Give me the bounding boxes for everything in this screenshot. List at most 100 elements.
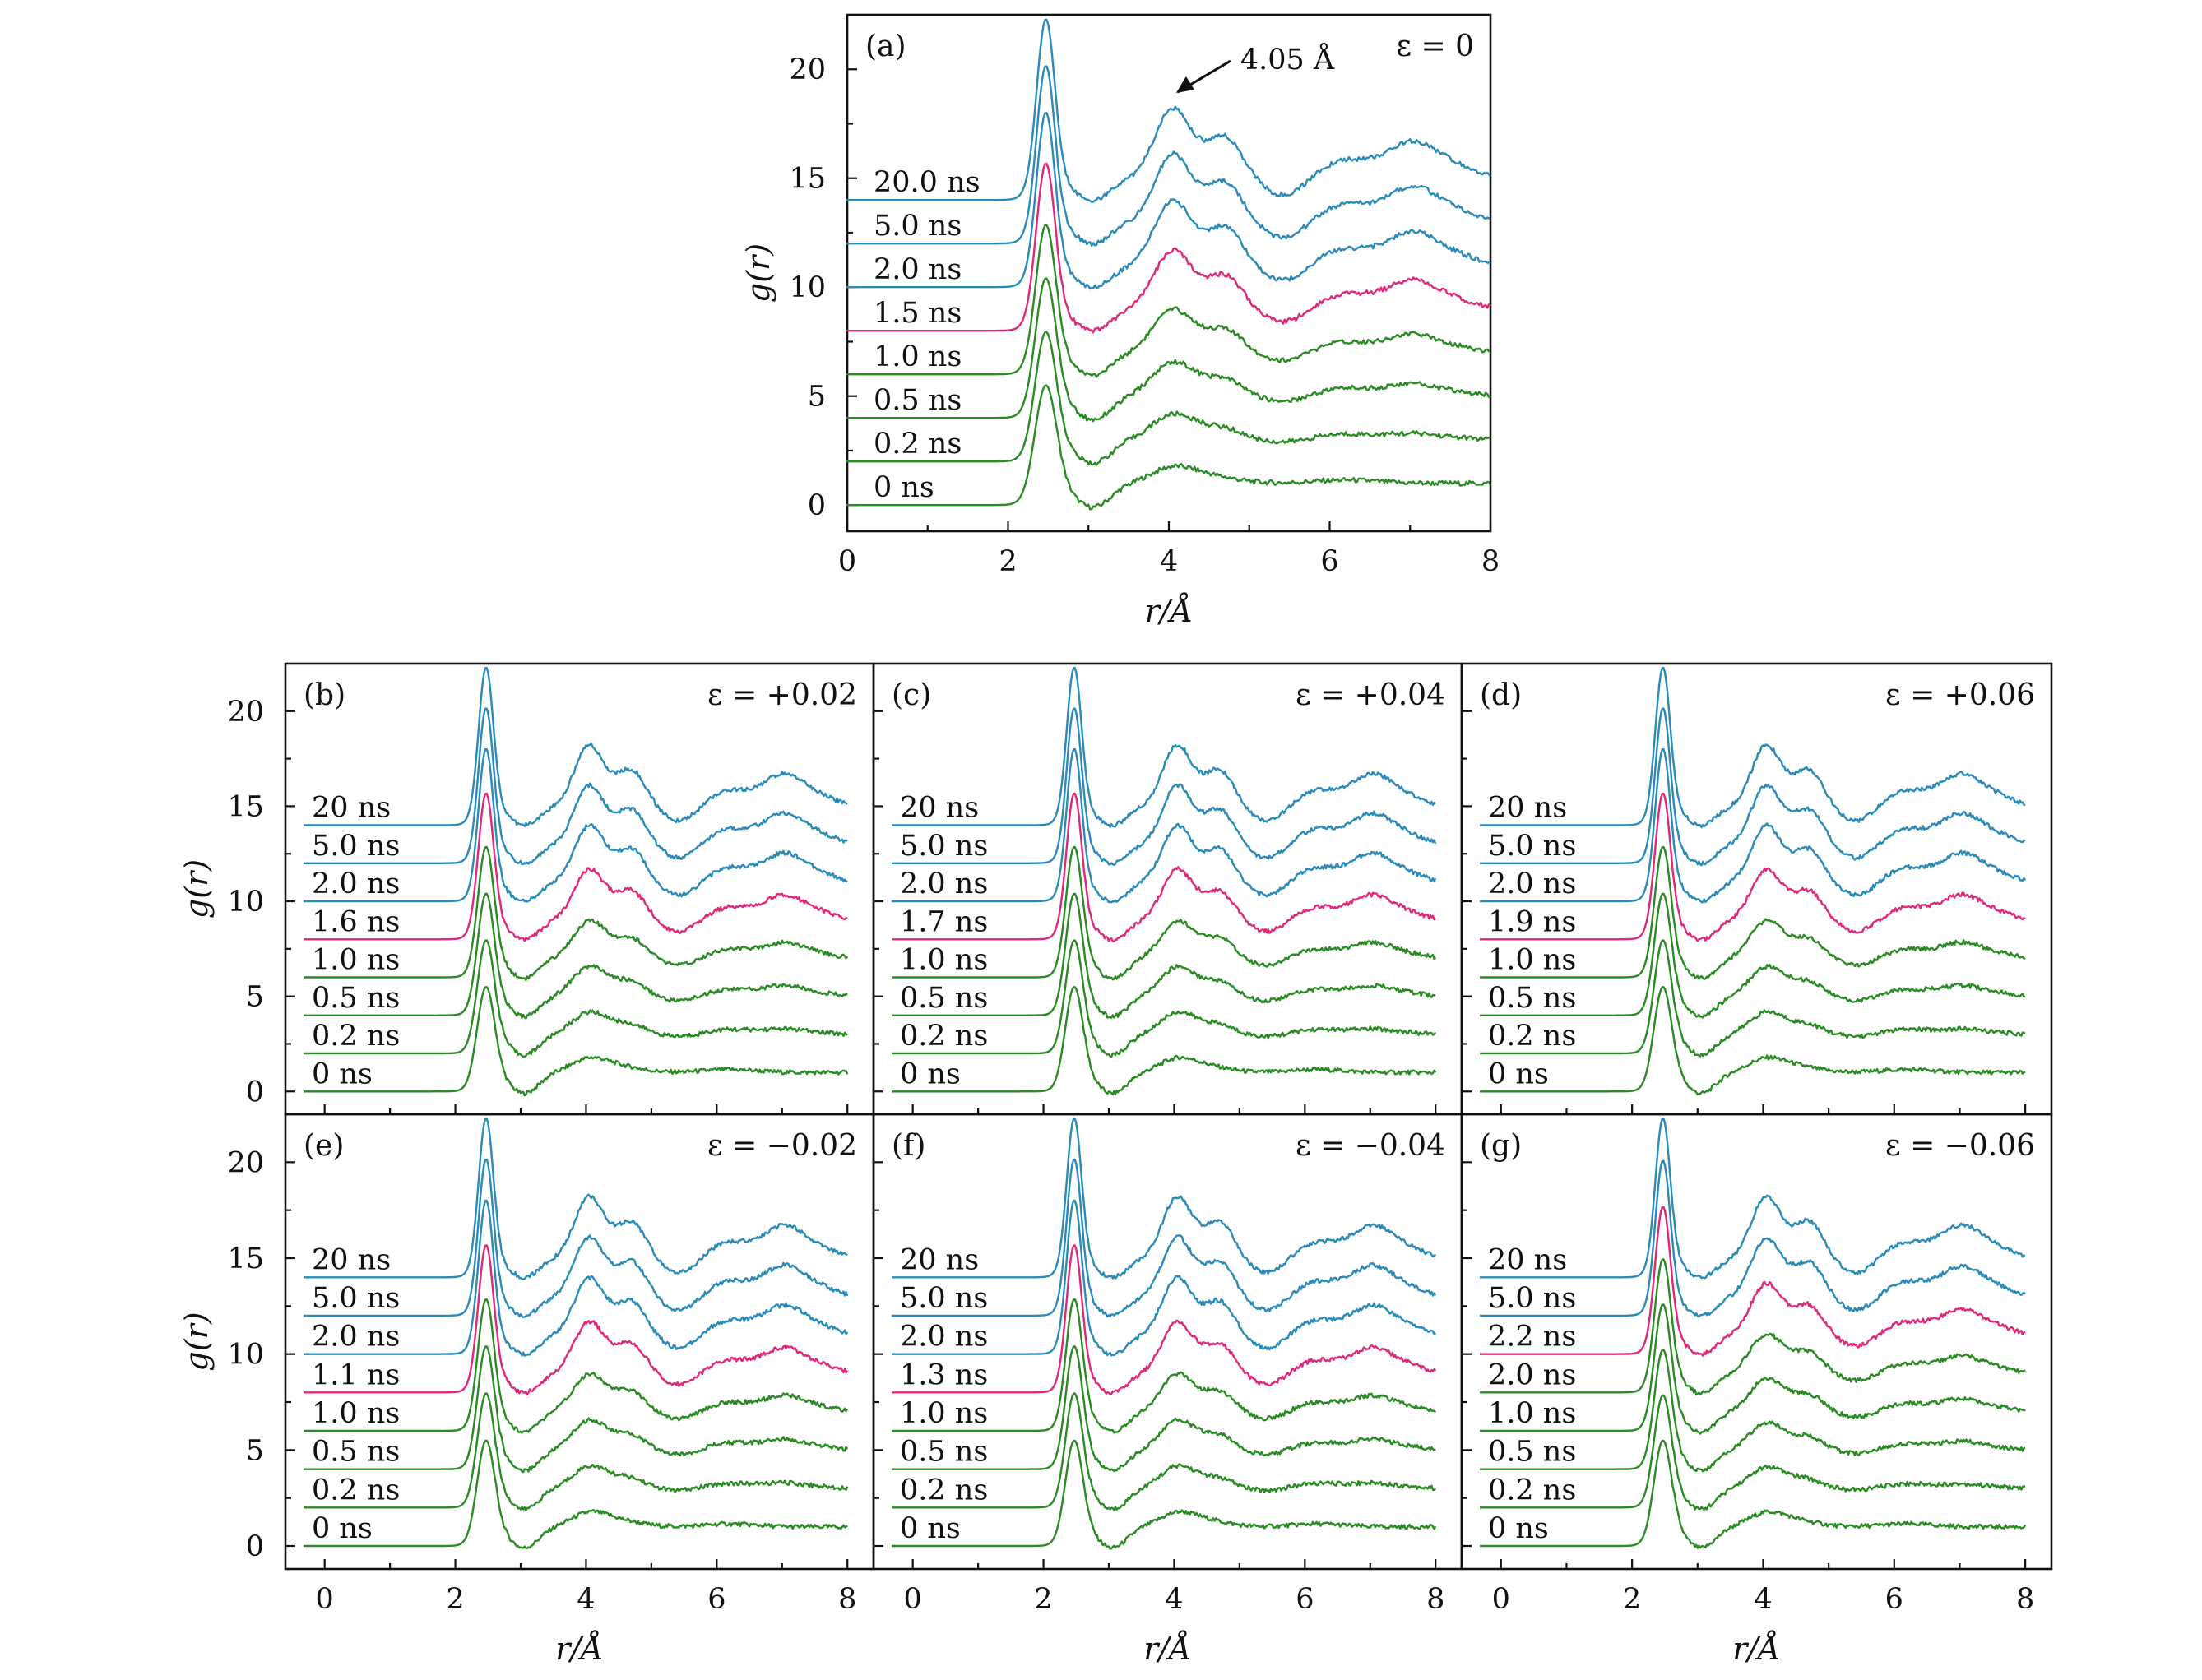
- panel-f: 0 2 4 6 8 r/Å (f) ε = −0.04 0 ns 0.2 ns 0.5 ns 1.0 …: [872, 1113, 1463, 1667]
- rdf-curve-0.5ns: [892, 892, 1436, 1019]
- rdf-curve-0ns: [304, 986, 849, 1097]
- time-label: 0 ns: [874, 471, 934, 504]
- rdf-curve-1.0ns: [304, 1298, 849, 1434]
- rdf-curve-0.5ns: [1480, 892, 2026, 1019]
- x-tick-label: 6: [1885, 1583, 1903, 1616]
- time-label: 0 ns: [312, 1058, 373, 1090]
- time-label: 5.0 ns: [1488, 1282, 1576, 1315]
- x-tick-label: 4: [1165, 1583, 1183, 1616]
- time-label: 1.0 ns: [1488, 944, 1576, 977]
- plot-frame: [1460, 1113, 2053, 1571]
- panel-a: 0 5 10 15 20 0 2 4 6 8 g(r) r/Å (a) ε = 0 0 ns 0.2 ns 0.…: [740, 13, 1500, 629]
- rdf-curve-0.5ns: [846, 277, 1491, 423]
- time-label: 20 ns: [1488, 1243, 1567, 1276]
- strain-label: ε = −0.06: [1885, 1129, 2035, 1163]
- panel-label: (e): [304, 1129, 344, 1163]
- time-label: 20.0 ns: [874, 166, 980, 199]
- time-label: 5.0 ns: [1488, 830, 1576, 863]
- rdf-curve-1.1ns: [304, 1244, 849, 1395]
- y-tick-label: 10: [789, 271, 826, 304]
- y-axis-label: g(r): [178, 1312, 215, 1371]
- rdf-curve-5.0ns: [892, 707, 1437, 867]
- y-tick-label: 15: [227, 790, 264, 823]
- rdf-curve-0ns: [304, 1439, 848, 1550]
- time-label: 0.2 ns: [900, 1474, 988, 1506]
- rdf-curve-1.6ns: [304, 792, 848, 942]
- panel-label: (b): [304, 678, 345, 712]
- strain-label: ε = +0.02: [707, 678, 857, 712]
- rdf-curve-2.2ns: [1480, 1206, 2026, 1357]
- rdf-curve-0.2ns: [1480, 939, 2026, 1058]
- rdf-curve-2.0ns: [304, 747, 848, 903]
- rdf-curve-20ns: [1480, 1118, 2026, 1280]
- rdf-curve-2.0ns: [304, 1199, 849, 1357]
- time-label: 1.5 ns: [874, 297, 962, 330]
- time-label: 5.0 ns: [900, 830, 988, 863]
- x-tick-label: 6: [707, 1583, 726, 1616]
- time-label: 1.0 ns: [312, 944, 400, 977]
- panel-d: (d) ε = +0.06 0 ns 0.2 ns 0.5 ns 1.0 ns 1.9 ns…: [1460, 662, 2053, 1116]
- time-label: 0.5 ns: [900, 982, 988, 1015]
- rdf-curve-1.0ns: [892, 1298, 1437, 1434]
- annotation-arrow-head: [1175, 76, 1194, 94]
- rdf-curve-0.2ns: [1480, 1394, 2026, 1511]
- rdf-curve-1.7ns: [892, 792, 1436, 943]
- x-tick-label: 2: [1623, 1583, 1641, 1616]
- rdf-curve-2.0ns: [846, 112, 1491, 290]
- x-tick-label: 6: [1320, 545, 1338, 578]
- y-tick-label: 15: [227, 1243, 264, 1275]
- rdf-curve-1.0ns: [1480, 1303, 2026, 1435]
- time-label: 0.2 ns: [1488, 1474, 1576, 1506]
- time-label: 0 ns: [900, 1512, 961, 1545]
- strain-label: ε = +0.06: [1885, 678, 2035, 712]
- x-tick-label: 2: [999, 545, 1017, 578]
- x-tick-label: 8: [1481, 545, 1500, 578]
- rdf-curve-0.2ns: [846, 331, 1491, 466]
- rdf-curve-5.0ns: [304, 1158, 849, 1319]
- time-label: 0.2 ns: [312, 1020, 400, 1053]
- panel-label: (f): [892, 1129, 925, 1163]
- x-tick-label: 0: [1492, 1583, 1510, 1616]
- x-tick-label: 8: [1426, 1583, 1444, 1616]
- rdf-curve-1.0ns: [892, 845, 1437, 981]
- strain-label: ε = −0.04: [1296, 1129, 1445, 1163]
- time-label: 0.5 ns: [1488, 1436, 1576, 1469]
- rdf-curve-1.0ns: [1480, 845, 2026, 980]
- rdf-curve-5.0ns: [304, 707, 848, 866]
- x-tick-label: 2: [446, 1583, 464, 1616]
- rdf-curve-0ns: [1480, 1439, 2027, 1549]
- x-tick-label: 4: [577, 1583, 595, 1616]
- rdf-curve-20ns: [1480, 666, 2026, 829]
- y-tick-label: 10: [227, 886, 264, 919]
- time-label: 0.5 ns: [1488, 982, 1576, 1015]
- rdf-curve-5.0ns: [1480, 1159, 2026, 1318]
- time-label: 1.7 ns: [900, 905, 988, 938]
- time-label: 0 ns: [312, 1512, 373, 1545]
- rdf-curve-5.0ns: [1480, 707, 2026, 867]
- rdf-curve-5.0ns: [846, 65, 1491, 248]
- time-label: 1.3 ns: [900, 1358, 988, 1391]
- rdf-curve-1.0ns: [304, 845, 849, 982]
- x-tick-label: 8: [2016, 1583, 2034, 1616]
- panel-label: (a): [865, 30, 906, 63]
- time-label: 0.2 ns: [1488, 1020, 1576, 1053]
- annotation-label: 4.05 Å: [1240, 41, 1335, 76]
- rdf-curve-0.5ns: [304, 892, 848, 1020]
- time-label: 2.0 ns: [900, 1321, 988, 1354]
- rdf-curve-0.5ns: [1480, 1349, 2026, 1473]
- strain-label: ε = +0.04: [1296, 678, 1445, 712]
- time-label: 5.0 ns: [312, 1282, 400, 1315]
- rdf-curve-20ns: [892, 1118, 1436, 1280]
- time-label: 1.0 ns: [874, 340, 962, 373]
- rdf-curve-0ns: [1480, 986, 2026, 1096]
- y-axis-label: g(r): [740, 243, 776, 303]
- rdf-curve-0.2ns: [304, 939, 848, 1058]
- y-tick-label: 5: [246, 1434, 264, 1467]
- rdf-curve-1.9ns: [1480, 792, 2026, 942]
- time-label: 2.0 ns: [312, 868, 400, 900]
- y-tick-label: 0: [246, 1076, 264, 1108]
- strain-label: ε = 0: [1396, 30, 1474, 63]
- y-tick-label: 5: [808, 381, 826, 414]
- y-tick-label: 0: [808, 489, 826, 522]
